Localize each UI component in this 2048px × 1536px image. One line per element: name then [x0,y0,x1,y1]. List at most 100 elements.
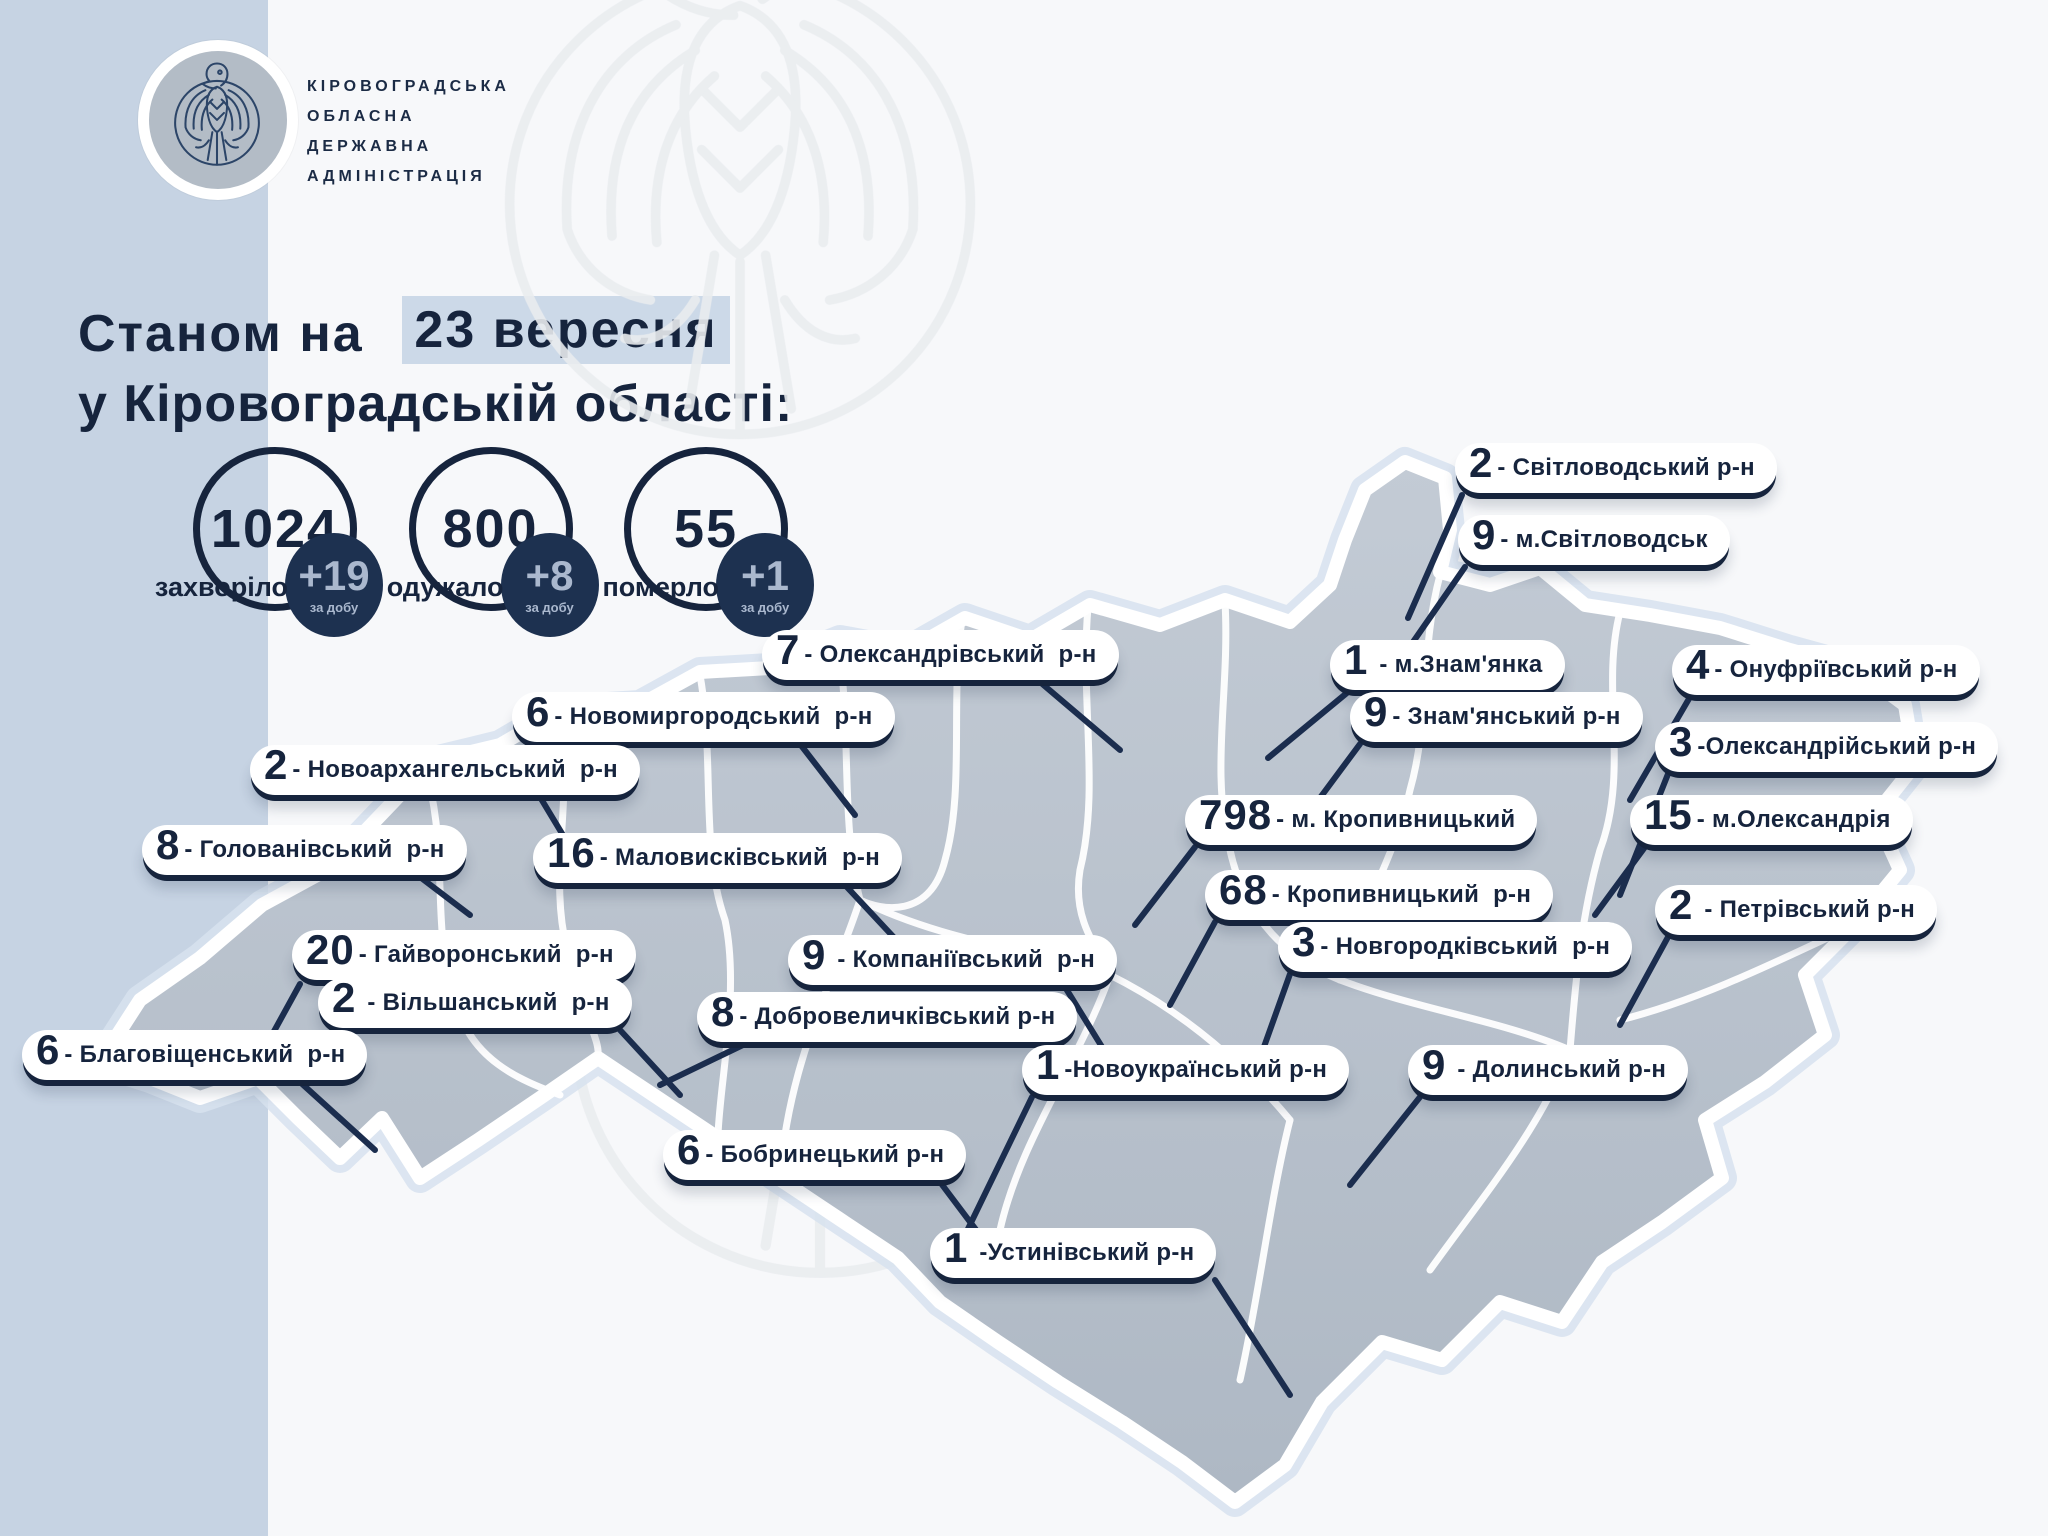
district-callout: 7 - Олександрівський р-н [762,626,1119,680]
district-name: - Петрівський р-н [1697,896,1916,923]
leader-line [962,1094,1035,1238]
district-count: 8 [156,821,181,868]
org-name-line: адміністрація [307,168,486,185]
district-count: 15 [1644,791,1693,838]
org-name-line: Кіровоградська [307,78,510,95]
leader-line [1265,689,1351,761]
stat-circle: 1024 [193,447,357,611]
district-callout: 1 -Устинівський р-н [930,1224,1217,1278]
stat-delta-badge: +1 за добу [716,533,814,637]
district-name: -Новоукраїнський р-н [1064,1056,1328,1083]
district-callout: 2 - Петрівський р-н [1655,881,1938,935]
district-count: 1 [1036,1041,1061,1088]
district-name: - Світловодський р-н [1497,454,1755,481]
district-callout: 9 - Знам'янський р-н [1350,688,1643,742]
district-count: 4 [1686,641,1711,688]
district-name: - Долинський р-н [1450,1056,1667,1083]
stat-delta-caption: за добу [525,599,574,615]
district-callout: 4 - Онуфріївський р-н [1672,641,1980,695]
district-callout: 6 - Бобринецький р-н [663,1129,967,1180]
district-name: - Благовіщенський р-н [64,1041,346,1068]
district-name: - м.Знам'янка [1372,651,1543,678]
district-callout: 2 - Вільшанський р-н [318,974,632,1028]
district-name: - Бобринецький р-н [705,1141,945,1168]
title-prefix: Станом на [78,305,364,363]
district-count: 9 [1472,511,1497,558]
stat-delta-caption: за добу [309,599,359,615]
district-name: - Новоархангельський р-н [292,756,618,783]
district-name: - Вільшанський р-н [360,989,610,1016]
district-count: 9 [1422,1041,1447,1088]
org-name-line: державна [307,138,433,155]
district-count: 7 [776,626,801,673]
stat-group: 1024 +19 за добу захворіло [155,447,493,697]
district-callout: 798 - м. Кропивницький [1185,794,1538,845]
district-callout: 3 -Олександрійський р-н [1655,718,1999,772]
left-stripe [0,0,268,1536]
district-name: -Олександрійський р-н [1697,733,1977,760]
district-callout: 9 - Долинський р-н [1408,1041,1689,1095]
district-count: 2 [264,741,289,788]
leader-line [1167,919,1218,1008]
district-count: 8 [711,988,736,1035]
district-name: - Онуфріївський р-н [1714,656,1958,683]
district-callout: 9 - м.Світловодськ [1458,511,1730,565]
stat-delta: +19 [298,551,370,599]
district-callout: 6 - Новомиргородський р-н [512,688,895,742]
leader-line [1347,1094,1423,1188]
district-name: - Олександрівський р-н [804,641,1097,668]
district-count: 1 [944,1224,969,1271]
stat-label: захворіло [154,572,288,602]
district-callout: 6 - Благовіщенський р-н [22,1029,368,1080]
stat-delta-badge: +19 за добу [285,533,383,637]
district-name: - Голованівський р-н [184,836,445,863]
district-count: 2 [1669,881,1694,928]
stat-delta: +8 [525,551,574,599]
district-callout: 16 - Маловисківський р-н [533,829,902,883]
stat-delta-badge: +8 за добу [500,533,599,637]
leader-line [797,741,858,818]
leader-line [617,1027,683,1098]
stat-label: одужало [386,572,504,602]
district-name: -Устинівський р-н [972,1239,1195,1266]
district-callout: 2 - Новоархангельський р-н [250,741,640,795]
leader-line [1592,844,1648,918]
district-callout: 20 - Гайворонський р-н [292,929,636,980]
district-name: - Маловисківський р-н [599,844,880,871]
district-callout: 8 - Добровеличківський р-н [697,988,1078,1042]
district-callout: 15 - м.Олександрія [1630,791,1913,845]
district-callout: 1 -Новоукраїнський р-н [1022,1041,1350,1095]
district-callout: 68 - Кропивницький р-н [1205,866,1554,920]
leader-line [1037,679,1123,753]
district-name: - Знам'янський р-н [1392,703,1621,730]
district-count: 16 [547,829,596,876]
leader-line [417,874,473,918]
district-count: 9 [1364,688,1389,735]
district-callout: 8 - Голованівський р-н [142,821,467,875]
district-name: - Новгородківський р-н [1320,933,1611,960]
district-count: 6 [526,688,551,735]
stat-value: 55 [673,499,739,559]
stat-delta: +1 [741,551,789,599]
district-name: - Гайворонський р-н [358,941,614,968]
district-name: - м.Світловодськ [1500,526,1708,553]
district-name: - Компаніївський р-н [830,946,1096,973]
stat-circle: 800 [408,447,573,611]
district-count: 68 [1219,866,1268,913]
leader-line [1405,492,1465,621]
district-count: 3 [1292,918,1317,965]
district-count: 9 [802,931,827,978]
district-name: - м.Олександрія [1696,806,1891,833]
district-name: - Кропивницький р-н [1271,881,1532,908]
district-name: - Добровеличківський р-н [739,1003,1056,1030]
org-name-line: обласна [307,108,416,125]
stat-circle: 55 [624,447,788,611]
org-name: Кіровоградська обласна державна адмініст… [307,72,510,192]
district-count: 2 [1469,439,1494,486]
district-count: 3 [1669,718,1694,765]
leader-line [297,1079,378,1153]
district-callout: 1 - м.Знам'янка [1330,639,1565,690]
district-name: - м. Кропивницький [1276,806,1516,833]
district-count: 2 [332,974,357,1021]
